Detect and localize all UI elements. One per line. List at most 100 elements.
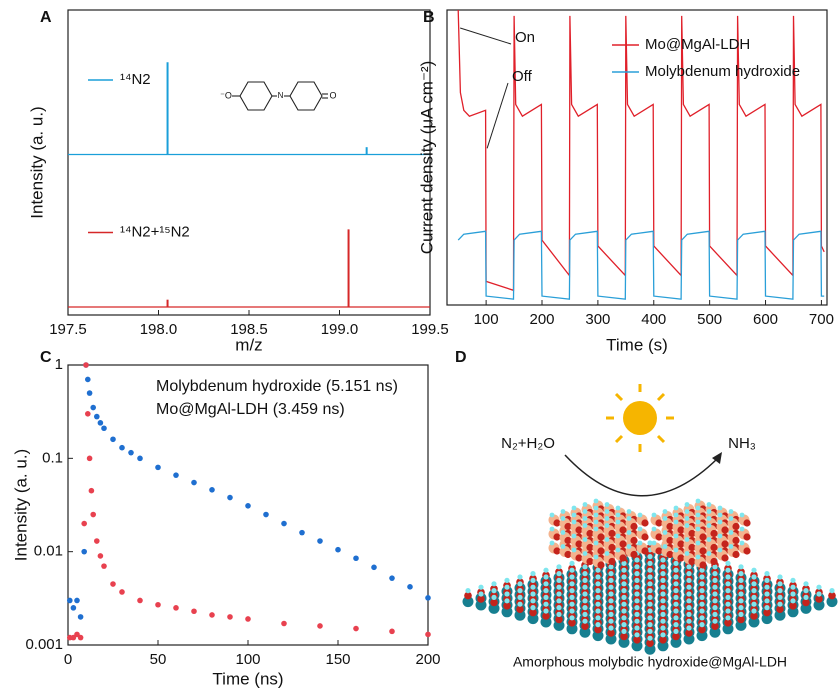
atom (530, 591, 536, 597)
atom (586, 529, 594, 538)
atom (662, 509, 668, 514)
atom (660, 618, 666, 624)
atom (634, 611, 640, 618)
atom (711, 622, 719, 630)
atom (478, 584, 484, 590)
atom (571, 512, 577, 518)
atom (826, 596, 838, 608)
inset-label: N (278, 91, 284, 100)
atom (764, 605, 770, 611)
plot-frame (67, 9, 431, 316)
sun (606, 384, 674, 452)
atom (673, 594, 679, 601)
point (371, 564, 377, 571)
atom (717, 512, 723, 518)
atom (684, 509, 690, 514)
atom (803, 594, 809, 601)
atom (790, 591, 796, 597)
atom (686, 605, 692, 611)
atom (737, 615, 745, 624)
atom (828, 591, 836, 600)
atom (641, 547, 649, 555)
atom (621, 581, 627, 587)
plot-frame (446, 9, 828, 306)
atom (710, 557, 718, 566)
atom (686, 571, 692, 577)
atom (725, 601, 731, 607)
atom (597, 547, 605, 555)
atom (699, 608, 705, 614)
point (81, 548, 87, 555)
annotation: On (515, 29, 535, 46)
point (85, 376, 91, 383)
atom (662, 544, 668, 549)
atom (683, 633, 695, 645)
atom (761, 613, 773, 625)
atom (566, 623, 578, 635)
panel-label: D (455, 349, 467, 366)
atom (543, 608, 549, 614)
atom (615, 505, 621, 511)
atom (582, 516, 588, 521)
atom (732, 536, 740, 545)
atom (593, 554, 599, 560)
atom (660, 584, 666, 590)
atom (607, 629, 615, 637)
atom (673, 533, 679, 539)
atom (618, 636, 630, 648)
atom (586, 543, 594, 552)
atom (686, 591, 692, 597)
atom (619, 554, 627, 562)
atom (764, 591, 770, 597)
atom (517, 581, 523, 587)
atom (586, 557, 594, 566)
atom (722, 623, 734, 635)
atom (655, 519, 663, 527)
atom (684, 537, 690, 542)
atom (686, 598, 692, 604)
atom (615, 519, 621, 525)
crystal-structure (462, 498, 838, 655)
atom (608, 598, 614, 604)
atom (647, 601, 653, 607)
atom (721, 554, 729, 562)
atom (634, 564, 640, 570)
atom (608, 577, 614, 584)
atom (575, 526, 583, 534)
atom (582, 571, 588, 577)
atom (787, 606, 799, 618)
atom (582, 618, 588, 624)
atom (724, 619, 732, 627)
atom (517, 594, 523, 601)
atom (684, 551, 690, 556)
atom (593, 498, 599, 504)
atom (725, 574, 731, 580)
atom (673, 560, 679, 567)
atom (699, 581, 705, 587)
atom (706, 502, 712, 507)
atom (615, 512, 621, 518)
atom (543, 594, 549, 601)
annotation-arrow (460, 27, 512, 45)
atom (604, 516, 610, 521)
atom (555, 615, 563, 624)
atom (660, 605, 666, 611)
x-tick-label: 300 (585, 311, 610, 328)
atom (553, 547, 561, 555)
atom (626, 530, 632, 535)
atom (637, 540, 643, 546)
atom (712, 564, 718, 570)
atom (659, 636, 667, 644)
reactants: N₂+H₂O (501, 435, 555, 452)
atom (647, 581, 653, 587)
inset-label: ⁻O (220, 90, 232, 100)
y-tick-label: 0.001 (25, 636, 63, 653)
panel-label: A (40, 9, 52, 26)
atom (514, 609, 526, 621)
series-line (457, 230, 825, 300)
atom (633, 636, 641, 644)
point (389, 575, 395, 581)
atom (608, 543, 616, 552)
atom (626, 516, 632, 521)
